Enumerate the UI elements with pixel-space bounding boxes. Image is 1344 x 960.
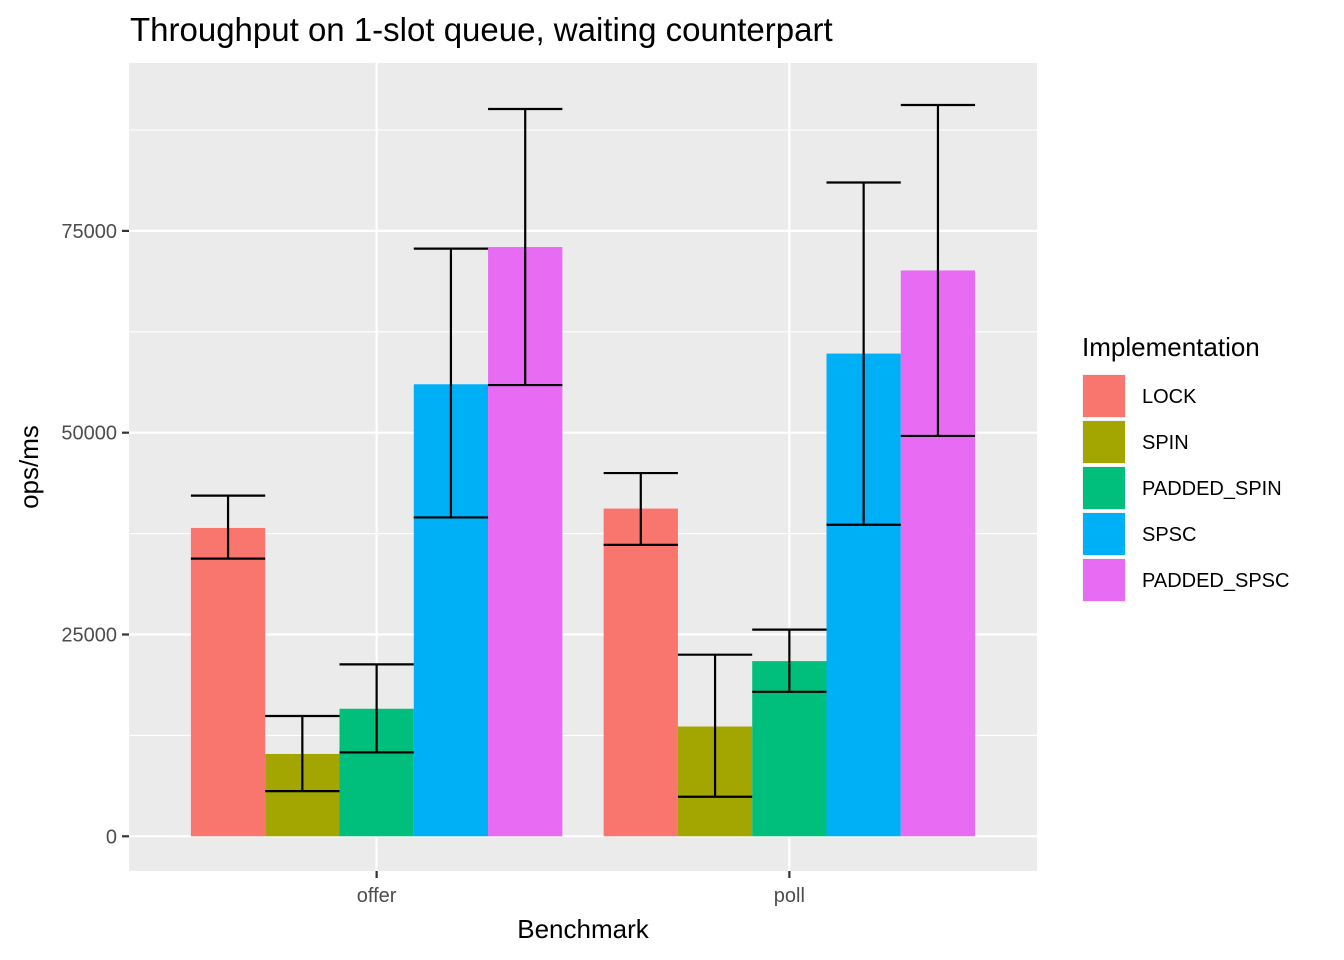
bar [190, 527, 266, 837]
x-tick-label: poll [774, 885, 805, 907]
y-axis-title: ops/ms [14, 425, 44, 509]
bars [190, 247, 976, 837]
legend-label: SPSC [1142, 524, 1196, 546]
y-tick-label: 75000 [61, 221, 117, 243]
legend-label: PADDED_SPSC [1142, 570, 1289, 592]
x-axis-title: Benchmark [517, 914, 649, 944]
x-axis: offer poll [357, 871, 805, 907]
legend-label: SPIN [1142, 432, 1189, 454]
x-tick-label: offer [357, 885, 397, 907]
bar [603, 508, 678, 837]
chart-title: Throughput on 1-slot queue, waiting coun… [130, 11, 833, 48]
legend-title: Implementation [1082, 332, 1260, 362]
error-bars [190, 103, 976, 798]
legend-key [1083, 559, 1125, 601]
legend: Implementation LOCK SPIN PADDED_SPIN SPSC PA… [1082, 332, 1289, 602]
y-axis: 0 25000 50000 75000 [61, 221, 129, 848]
y-tick-label: 50000 [61, 423, 117, 445]
y-tick-label: 25000 [61, 624, 117, 646]
legend-key [1083, 375, 1125, 417]
y-tick-label: 0 [106, 826, 117, 848]
legend-key [1083, 513, 1125, 555]
legend-label: LOCK [1142, 386, 1197, 408]
legend-label: PADDED_SPIN [1142, 478, 1282, 500]
legend-key [1083, 467, 1125, 509]
legend-key [1083, 421, 1125, 463]
